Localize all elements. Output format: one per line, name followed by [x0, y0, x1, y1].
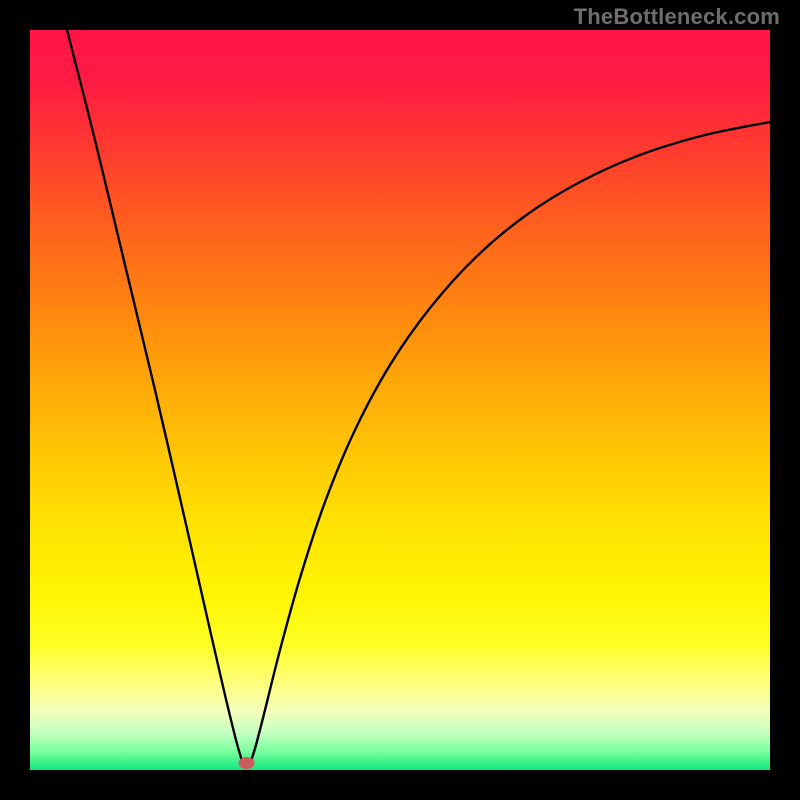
plot-area	[30, 30, 770, 770]
plot-background	[30, 30, 770, 770]
plot-svg	[30, 30, 770, 770]
minimum-marker	[239, 757, 255, 769]
watermark-text: TheBottleneck.com	[574, 4, 780, 30]
chart-frame: TheBottleneck.com	[0, 0, 800, 800]
